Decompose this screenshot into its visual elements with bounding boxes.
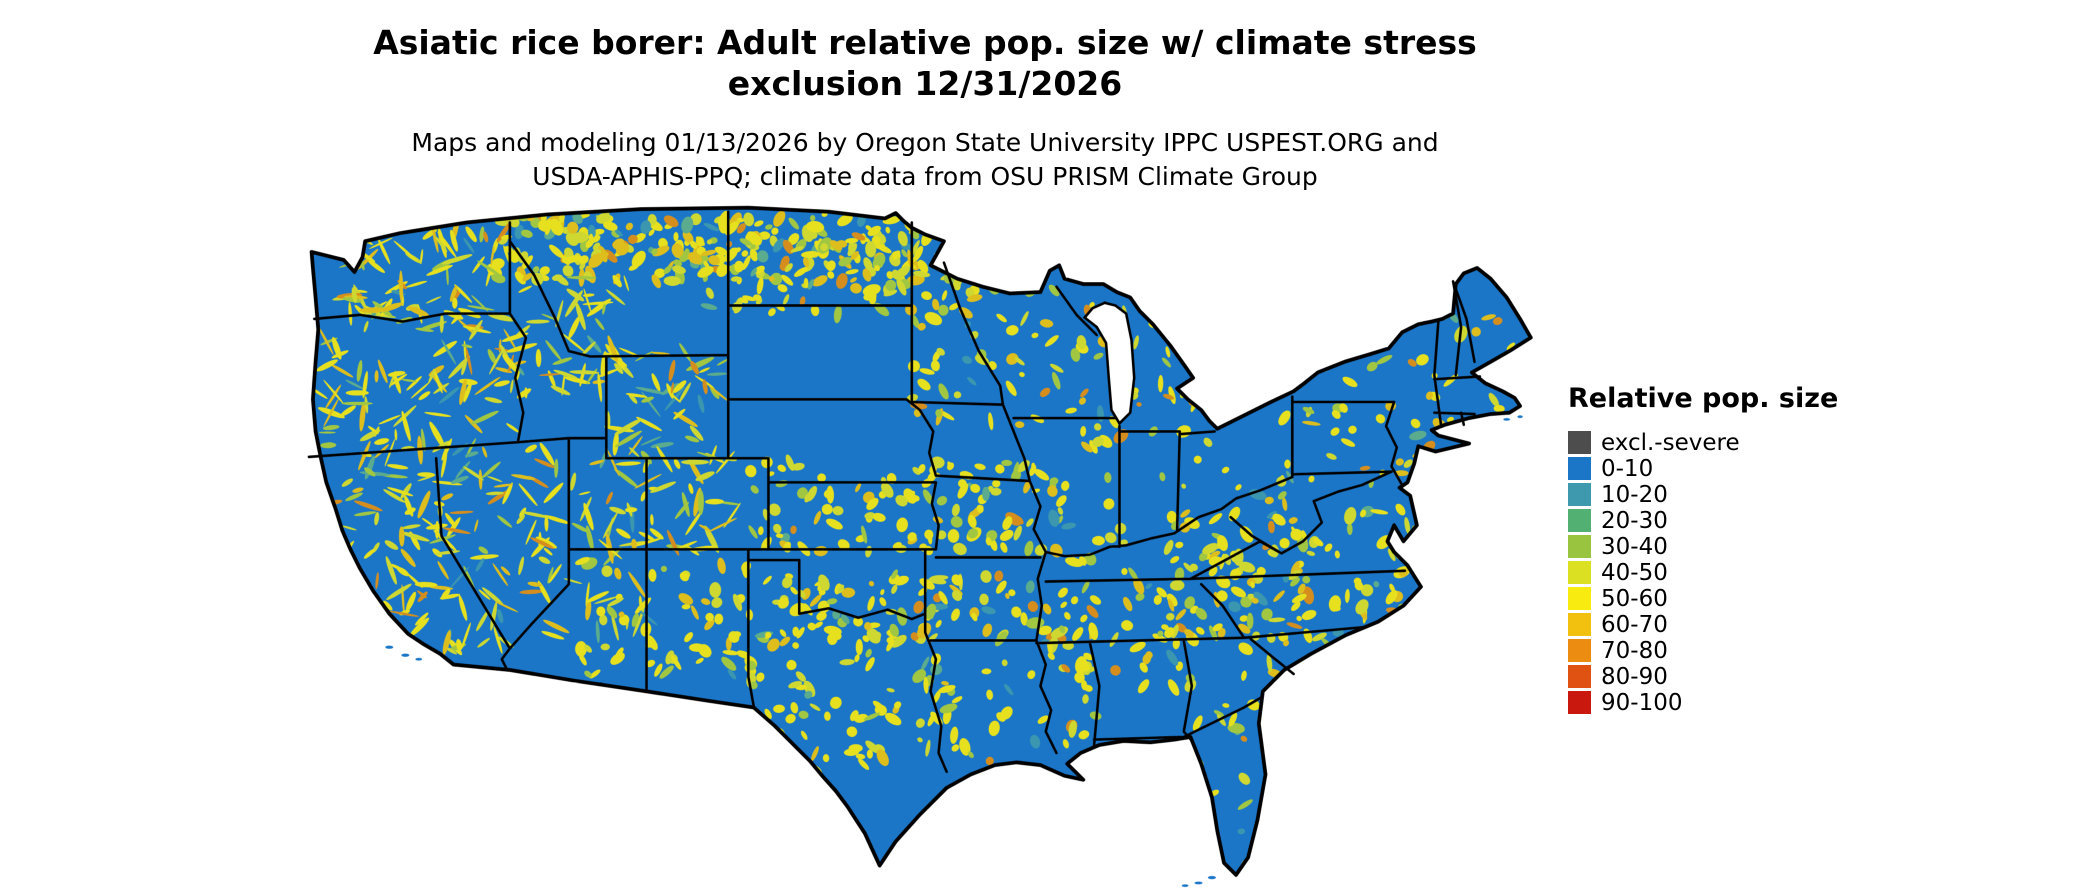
legend-item: 70-80 [1568, 637, 1838, 664]
legend-swatch [1568, 587, 1591, 610]
map-subtitle: Maps and modeling 01/13/2026 by Oregon S… [0, 126, 1850, 194]
map-title: Asiatic rice borer: Adult relative pop. … [0, 22, 1850, 104]
legend-title: Relative pop. size [1568, 383, 1839, 414]
legend-swatch [1568, 431, 1591, 454]
legend: Relative pop. size excl.-severe 0-10 10-20… [1568, 383, 1838, 717]
map-subtitle-line2: USDA-APHIS-PPQ; climate data from OSU PR… [532, 162, 1318, 191]
legend-label: 40-50 [1601, 559, 1668, 586]
legend-item: 20-30 [1568, 507, 1838, 534]
us-map [279, 174, 1566, 895]
legend-item: 30-40 [1568, 533, 1838, 560]
map-title-line2: exclusion 12/31/2026 [727, 64, 1123, 103]
offshore-islands [385, 415, 1523, 887]
legend-label: 60-70 [1601, 611, 1668, 638]
legend-swatch [1568, 509, 1591, 532]
legend-item: 60-70 [1568, 611, 1838, 638]
legend-swatch [1568, 561, 1591, 584]
legend-label: 50-60 [1601, 585, 1668, 612]
legend-swatch [1568, 535, 1591, 558]
legend-swatch [1568, 613, 1591, 636]
legend-label: 70-80 [1601, 637, 1668, 664]
legend-item: excl.-severe [1568, 429, 1838, 456]
legend-items: excl.-severe 0-10 10-20 20-30 30-40 40-50 50-6… [1568, 429, 1838, 716]
legend-label: 30-40 [1601, 533, 1668, 560]
legend-label: 90-100 [1601, 689, 1683, 716]
legend-swatch [1568, 483, 1591, 506]
us-map-svg [279, 174, 1566, 895]
legend-item: 40-50 [1568, 559, 1838, 586]
legend-item: 50-60 [1568, 585, 1838, 612]
legend-swatch [1568, 691, 1591, 714]
legend-label: 80-90 [1601, 663, 1668, 690]
us-land [311, 207, 1531, 875]
ocean-mask [279, 174, 1566, 895]
legend-item: 80-90 [1568, 663, 1838, 690]
map-subtitle-line1: Maps and modeling 01/13/2026 by Oregon S… [411, 128, 1439, 157]
lake-michigan [1082, 301, 1136, 426]
map-title-line1: Asiatic rice borer: Adult relative pop. … [373, 23, 1477, 62]
legend-item: 0-10 [1568, 455, 1838, 482]
legend-label: 0-10 [1601, 455, 1654, 482]
state-borders [307, 210, 1482, 774]
legend-label: 10-20 [1601, 481, 1668, 508]
legend-swatch [1568, 665, 1591, 688]
legend-swatch [1568, 457, 1591, 480]
legend-label: 20-30 [1601, 507, 1668, 534]
legend-label: excl.-severe [1601, 429, 1740, 456]
us-outline [309, 205, 1533, 877]
legend-item: 90-100 [1568, 689, 1838, 716]
legend-item: 10-20 [1568, 481, 1838, 508]
legend-swatch [1568, 639, 1591, 662]
